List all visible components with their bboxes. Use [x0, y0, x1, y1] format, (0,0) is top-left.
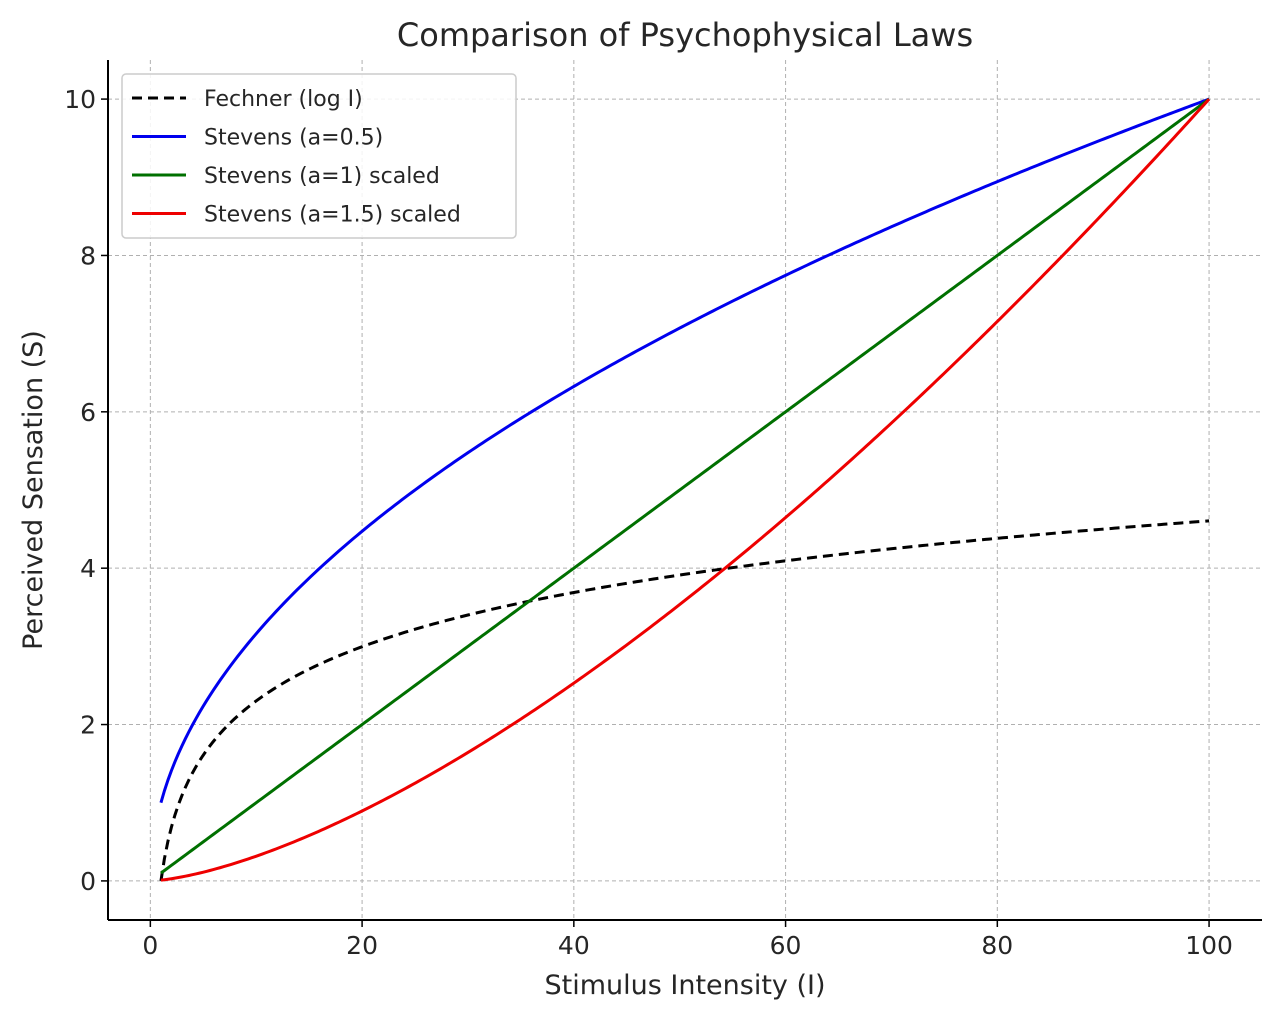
y-axis-label: Perceived Sensation (S) [18, 330, 49, 650]
legend-frame [121, 73, 517, 239]
x-tick-label: 60 [770, 931, 802, 960]
series-line-4 [160, 98, 1211, 882]
ticks: 0 20 40 60 80 100 0 2 4 6 8 10 [64, 85, 1233, 960]
y-tick-label: 4 [80, 554, 96, 583]
series-layer [159, 97, 1211, 882]
legend: Fechner (log I) Stevens (a=0.5) Stevens (a… [121, 73, 517, 239]
legend-label-4: Stevens (a=1.5) scaled [204, 203, 461, 228]
y-tick-label: 0 [80, 867, 96, 896]
x-tick-label: 100 [1185, 931, 1233, 960]
legend-label-1: Fechner (log I) [204, 87, 363, 112]
legend-label-2: Stevens (a=0.5) [204, 126, 383, 151]
series-line-2 [159, 97, 1210, 804]
y-tick-label: 2 [80, 711, 96, 740]
x-tick-label: 0 [142, 931, 158, 960]
x-tick-label: 40 [558, 931, 590, 960]
y-tick-label: 6 [80, 398, 96, 427]
series-line-3 [160, 97, 1210, 875]
series-line-1 [159, 519, 1210, 882]
chart-title: Comparison of Psychophysical Laws [397, 16, 973, 54]
y-tick-label: 8 [80, 241, 96, 270]
axes [107, 60, 1262, 921]
x-tick-label: 20 [346, 931, 378, 960]
legend-items: Fechner (log I) Stevens (a=0.5) Stevens (a… [132, 87, 461, 228]
x-tick-label: 80 [981, 931, 1013, 960]
legend-label-3: Stevens (a=1) scaled [204, 164, 440, 189]
y-tick-label: 10 [64, 85, 96, 114]
x-axis-label: Stimulus Intensity (I) [544, 970, 825, 1001]
